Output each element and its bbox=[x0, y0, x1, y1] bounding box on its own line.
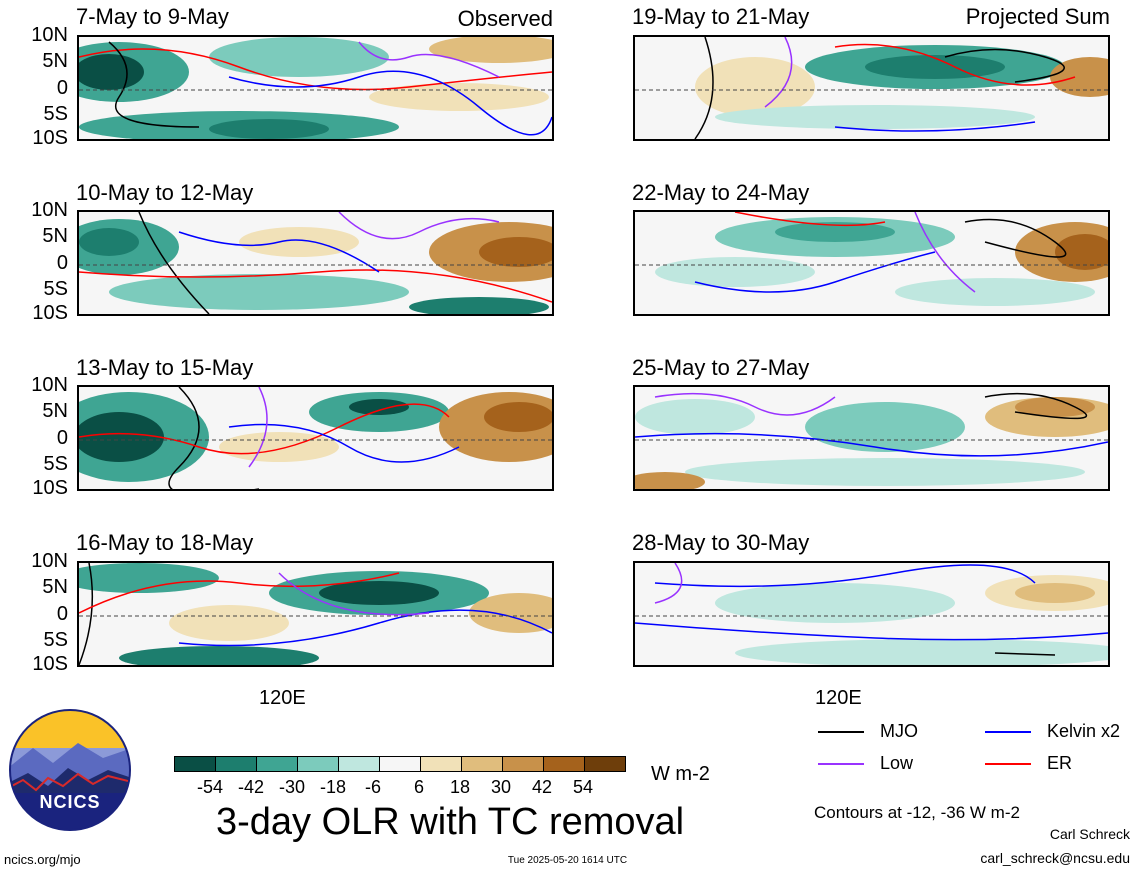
lat-label: 5N bbox=[42, 50, 68, 72]
colorbar-tick: -6 bbox=[365, 777, 382, 797]
lat-label: 10N bbox=[31, 24, 68, 46]
colorbar-swatch bbox=[420, 756, 462, 772]
colorbar-tick: -30 bbox=[279, 777, 306, 797]
lat-label: 10N bbox=[31, 374, 68, 396]
lat-label: 10N bbox=[31, 550, 68, 572]
lat-label: 10N bbox=[31, 199, 68, 221]
logo-text: NCICS bbox=[39, 792, 101, 812]
lat-label: 5N bbox=[42, 576, 68, 598]
contours-note: Contours at -12, -36 W m-2 bbox=[814, 803, 1020, 822]
lat-label: 5N bbox=[42, 225, 68, 247]
lat-label: 5S bbox=[43, 629, 68, 651]
main-title: 3-day OLR with TC removal bbox=[216, 801, 685, 843]
colorbar-swatch bbox=[338, 756, 380, 772]
legend-label-mjo: MJO bbox=[880, 721, 918, 741]
lat-label: 0 bbox=[56, 603, 68, 625]
site-url[interactable]: ncics.org/mjo bbox=[4, 852, 81, 867]
panel-title-4: 22-May to 24-May bbox=[632, 180, 810, 205]
panel-title-2: 19-May to 21-May bbox=[632, 4, 810, 29]
colorbar-tick: 54 bbox=[573, 777, 594, 797]
observed-label: Observed bbox=[457, 6, 553, 31]
timestamp: Tue 2025-05-20 1614 UTC bbox=[507, 855, 628, 866]
colorbar-swatch bbox=[297, 756, 339, 772]
lat-label: 10S bbox=[32, 127, 68, 149]
map-panel-4 bbox=[633, 210, 1110, 316]
colorbar-units: W m-2 bbox=[651, 763, 710, 785]
legend-line-er bbox=[985, 763, 1031, 765]
map-panel-1 bbox=[77, 35, 554, 141]
lat-label: 0 bbox=[56, 427, 68, 449]
colorbar-swatch bbox=[461, 756, 503, 772]
map-panel-3 bbox=[77, 210, 554, 316]
lat-label: 10S bbox=[32, 477, 68, 499]
colorbar-swatch bbox=[584, 756, 626, 772]
colorbar-tick: -42 bbox=[238, 777, 265, 797]
colorbar-swatch bbox=[256, 756, 298, 772]
map-panel-6 bbox=[633, 385, 1110, 491]
panel-title-5: 13-May to 15-May bbox=[76, 355, 254, 380]
lat-label: 0 bbox=[56, 77, 68, 99]
colorbar-swatch bbox=[502, 756, 544, 772]
lon-label-right: 120E bbox=[815, 687, 862, 709]
colorbar-swatch bbox=[215, 756, 257, 772]
lat-label: 5S bbox=[43, 453, 68, 475]
lat-label: 5S bbox=[43, 103, 68, 125]
projected-label: Projected Sum bbox=[965, 4, 1110, 29]
legend-label-kelvin: Kelvin x2 bbox=[1047, 721, 1121, 741]
colorbar-swatch bbox=[174, 756, 216, 772]
panel-title-1: 7-May to 9-May bbox=[76, 4, 229, 29]
colorbar-tick: 30 bbox=[491, 777, 512, 797]
legend-label-er: ER bbox=[1047, 753, 1073, 773]
panel-title-6: 25-May to 27-May bbox=[632, 355, 810, 380]
colorbar-tick: -18 bbox=[320, 777, 347, 797]
lat-label: 10S bbox=[32, 653, 68, 675]
legend-line-low bbox=[818, 763, 864, 765]
map-panel-2 bbox=[633, 35, 1110, 141]
colorbar-swatch bbox=[379, 756, 421, 772]
map-panel-8 bbox=[633, 561, 1110, 667]
colorbar-tick: 6 bbox=[414, 777, 425, 797]
email: carl_schreck@ncsu.edu bbox=[980, 850, 1130, 866]
lat-label: 5N bbox=[42, 400, 68, 422]
legend-label-low: Low bbox=[880, 753, 914, 773]
colorbar-tick: -54 bbox=[197, 777, 224, 797]
panel-title-7: 16-May to 18-May bbox=[76, 530, 254, 555]
panel-title-8: 28-May to 30-May bbox=[632, 530, 810, 555]
map-panel-7 bbox=[77, 561, 554, 667]
map-panel-5 bbox=[77, 385, 554, 491]
colorbar-tick: 42 bbox=[532, 777, 553, 797]
lat-label: 0 bbox=[56, 252, 68, 274]
author: Carl Schreck bbox=[1049, 826, 1130, 842]
colorbar-swatch bbox=[543, 756, 585, 772]
colorbar-tick: 18 bbox=[450, 777, 471, 797]
panel-title-3: 10-May to 12-May bbox=[76, 180, 254, 205]
lat-label: 5S bbox=[43, 278, 68, 300]
ncics-logo: NCICS bbox=[8, 708, 132, 832]
lon-label-left: 120E bbox=[259, 687, 306, 709]
legend-line-kelvin bbox=[985, 731, 1031, 733]
legend-line-mjo bbox=[818, 731, 864, 733]
lat-label: 10S bbox=[32, 302, 68, 324]
